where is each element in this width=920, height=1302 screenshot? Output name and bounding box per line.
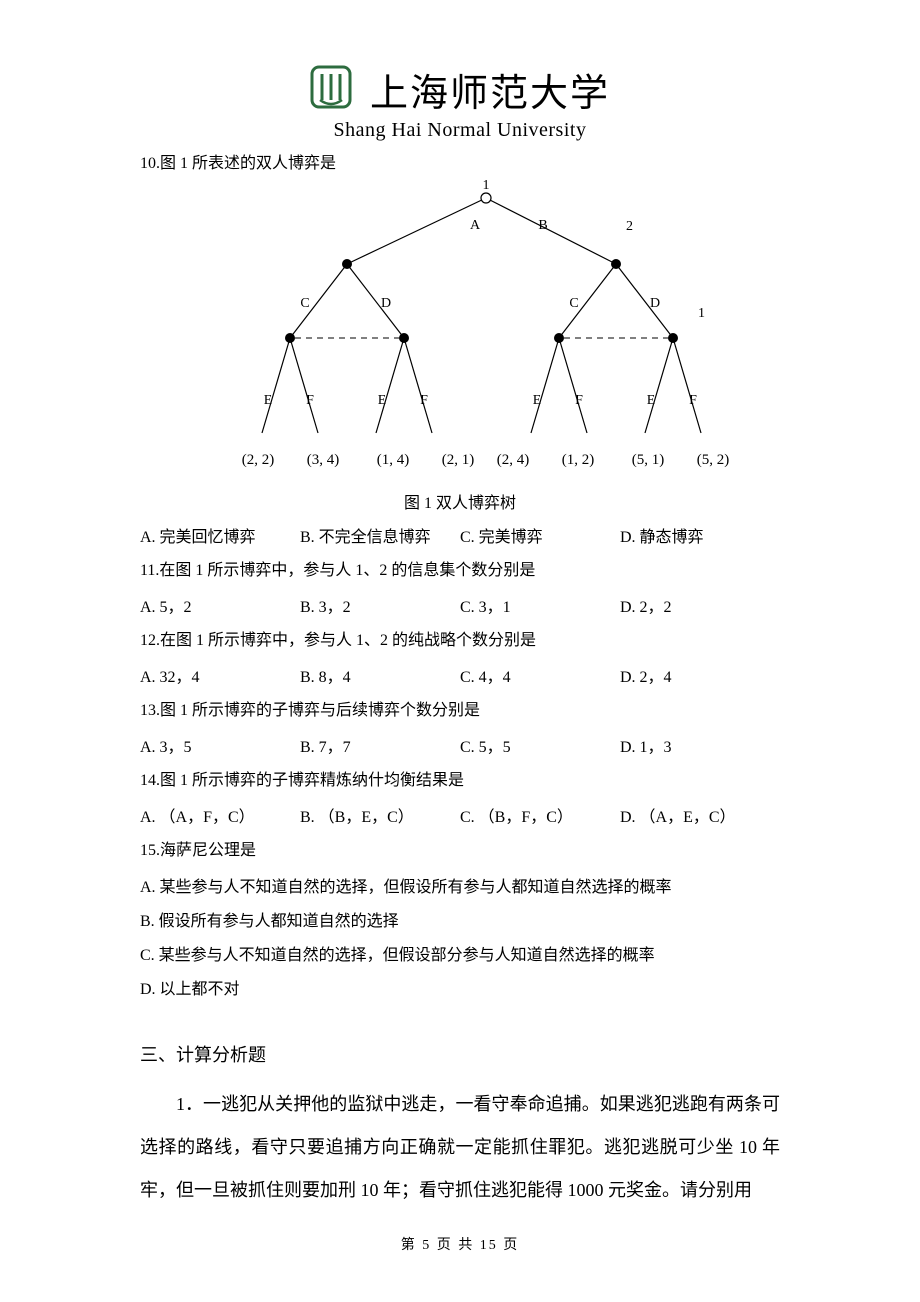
q10-stem: 10.图 1 所表述的双人博弈是 <box>140 152 780 176</box>
tree-branch-a: A <box>470 218 481 233</box>
q14-opt-c: C. （B，F，C） <box>460 803 620 827</box>
content-block: 10.图 1 所表述的双人博弈是 1 A B 2 C D C D 1 <box>0 152 920 1213</box>
q12-options: A. 32，4 B. 8，4 C. 4，4 D. 2，4 <box>140 663 780 687</box>
q14-opt-b: B. （B，E，C） <box>300 803 460 827</box>
q14-opt-a: A. （A，F，C） <box>140 803 300 827</box>
tree-e3: E <box>533 393 542 408</box>
tree-e2: E <box>378 393 387 408</box>
q11-opt-a: A. 5，2 <box>140 593 300 617</box>
q13-opt-b: B. 7，7 <box>300 733 460 757</box>
q12-opt-b: B. 8，4 <box>300 663 460 687</box>
q11-options: A. 5，2 B. 3，2 C. 3，1 D. 2，2 <box>140 593 780 617</box>
q12-opt-c: C. 4，4 <box>460 663 620 687</box>
tree-caption: 图 1 双人博弈树 <box>140 489 780 513</box>
section3-title: 三、计算分析题 <box>140 1041 780 1067</box>
tree-d1: D <box>381 296 391 311</box>
payoff-2: (1, 4) <box>377 452 410 468</box>
q11-opt-d: D. 2，2 <box>620 593 780 617</box>
section3-p1: 1．一逃犯从关押他的监狱中逃走，一看守奉命追捕。如果逃犯逃跑有两条可选择的路线，… <box>140 1083 780 1213</box>
q15-opt-c: C. 某些参与人不知道自然的选择，但假设部分参与人知道自然选择的概率 <box>140 941 780 965</box>
q14-opt-d: D. （A，E，C） <box>620 803 780 827</box>
payoff-7: (5, 2) <box>697 452 730 468</box>
q12-opt-d: D. 2，4 <box>620 663 780 687</box>
university-name-cn: 上海师范大学 <box>370 62 610 117</box>
q10-opt-b: B. 不完全信息博弈 <box>300 523 460 547</box>
tree-f1: F <box>306 393 314 408</box>
q10-opt-d: D. 静态博弈 <box>620 523 780 547</box>
q13-stem: 13.图 1 所示博弈的子博弈与后续博弈个数分别是 <box>140 699 780 723</box>
q10-opt-c: C. 完美博弈 <box>460 523 620 547</box>
q11-opt-c: C. 3，1 <box>460 593 620 617</box>
q15-stem: 15.海萨尼公理是 <box>140 839 780 863</box>
university-name-en: Shang Hai Normal University <box>0 119 920 142</box>
tree-e1: E <box>264 393 273 408</box>
q15-opt-d: D. 以上都不对 <box>140 975 780 999</box>
q10-opt-a: A. 完美回忆博弈 <box>140 523 300 547</box>
q15-opt-b: B. 假设所有参与人都知道自然的选择 <box>140 907 780 931</box>
tree-branch-b: B <box>538 218 547 233</box>
payoff-1: (3, 4) <box>307 452 340 468</box>
university-logo-icon <box>310 64 352 115</box>
payoff-4: (2, 4) <box>497 452 530 468</box>
game-tree-figure: 1 A B 2 C D C D 1 <box>140 178 780 483</box>
tree-c1: C <box>300 296 309 311</box>
q14-options: A. （A，F，C） B. （B，E，C） C. （B，F，C） D. （A，E… <box>140 803 780 827</box>
payoff-6: (5, 1) <box>632 452 665 468</box>
tree-right-player: 2 <box>626 219 633 234</box>
q13-opt-d: D. 1，3 <box>620 733 780 757</box>
q11-stem: 11.在图 1 所示博弈中，参与人 1、2 的信息集个数分别是 <box>140 559 780 583</box>
tree-e4: E <box>647 393 656 408</box>
tree-f2: F <box>420 393 428 408</box>
q13-opt-a: A. 3，5 <box>140 733 300 757</box>
tree-d2: D <box>650 296 660 311</box>
tree-c2: C <box>569 296 578 311</box>
tree-f4: F <box>689 393 697 408</box>
tree-far-right-player: 1 <box>698 306 705 321</box>
q12-stem: 12.在图 1 所示博弈中，参与人 1、2 的纯战略个数分别是 <box>140 629 780 653</box>
game-tree-svg: 1 A B 2 C D C D 1 <box>180 178 740 478</box>
q11-opt-b: B. 3，2 <box>300 593 460 617</box>
q13-options: A. 3，5 B. 7，7 C. 5，5 D. 1，3 <box>140 733 780 757</box>
q13-opt-c: C. 5，5 <box>460 733 620 757</box>
q15-opt-a: A. 某些参与人不知道自然的选择，但假设所有参与人都知道自然选择的概率 <box>140 873 780 897</box>
tree-f3: F <box>575 393 583 408</box>
header-block: 上海师范大学 <box>0 0 920 117</box>
q10-options: A. 完美回忆博弈 B. 不完全信息博弈 C. 完美博弈 D. 静态博弈 <box>140 523 780 547</box>
payoff-5: (1, 2) <box>562 452 595 468</box>
section3-p1-text: 1．一逃犯从关押他的监狱中逃走，一看守奉命追捕。如果逃犯逃跑有两条可选择的路线，… <box>140 1094 780 1200</box>
payoff-0: (2, 2) <box>242 452 275 468</box>
payoff-3: (2, 1) <box>442 452 475 468</box>
page-footer: 第 5 页 共 15 页 <box>0 1234 920 1254</box>
tree-top-label: 1 <box>483 178 490 193</box>
q12-opt-a: A. 32，4 <box>140 663 300 687</box>
q14-stem: 14.图 1 所示博弈的子博弈精炼纳什均衡结果是 <box>140 769 780 793</box>
